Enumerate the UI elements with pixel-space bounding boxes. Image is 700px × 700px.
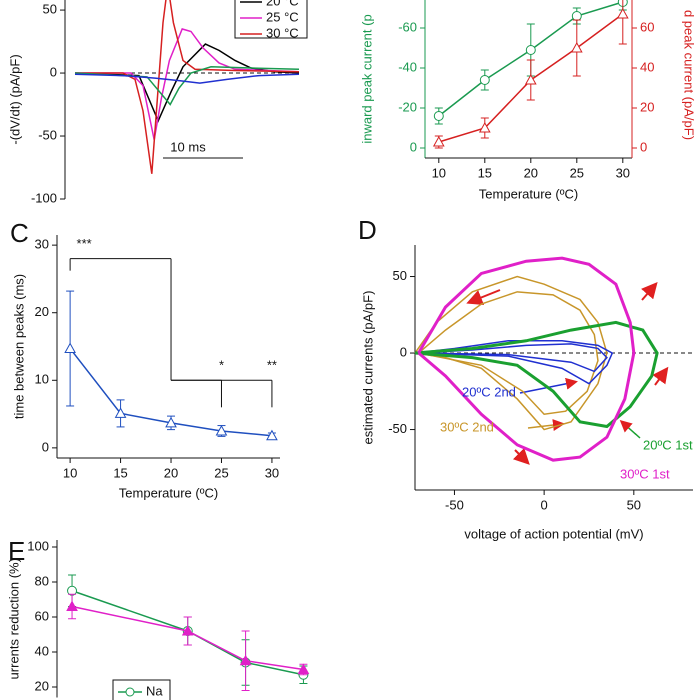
point xyxy=(524,73,537,85)
series-line xyxy=(414,320,659,429)
series-line xyxy=(417,256,636,462)
series-line xyxy=(75,0,300,174)
y-tick-label: -100 xyxy=(31,190,57,205)
point xyxy=(66,600,78,611)
arrows xyxy=(466,281,669,465)
y2-tick-label: 60 xyxy=(640,19,654,34)
y-tick-label: -40 xyxy=(398,59,417,74)
point xyxy=(571,11,582,21)
series-line xyxy=(74,73,300,84)
legend-label: 20 °C xyxy=(266,0,299,8)
x-tick-label: 25 xyxy=(214,465,228,480)
series-line xyxy=(418,343,608,373)
y-tick-label: -60 xyxy=(398,19,417,34)
legend-box xyxy=(234,0,308,39)
y-tick-label: 0 xyxy=(400,344,407,359)
point xyxy=(266,429,278,441)
legend-label: Na xyxy=(146,683,163,698)
y2-tick-label: 0 xyxy=(640,139,647,154)
point xyxy=(181,624,194,636)
x-tick-label: 30 xyxy=(616,165,630,180)
point xyxy=(239,654,252,666)
y-tick-label: 40 xyxy=(35,643,49,658)
x-axis-label: Temperature (ºC) xyxy=(479,186,578,201)
point xyxy=(478,121,491,133)
y-tick-label: 20 xyxy=(35,304,49,319)
y-tick-label: -20 xyxy=(398,99,417,114)
y-axis-label: inward peak current (p xyxy=(359,14,374,143)
x-axis-label: Temperature (ºC) xyxy=(119,485,218,500)
x-tick-label: 20 xyxy=(524,165,538,180)
x-tick-label: 30 xyxy=(265,465,279,480)
legend-marker xyxy=(125,687,135,697)
point xyxy=(215,424,228,436)
x-tick-label: 10 xyxy=(63,465,77,480)
y2-label: d peak current (pA/pF) xyxy=(682,10,697,140)
x-tick-label: 20 xyxy=(164,465,178,480)
point xyxy=(570,41,583,53)
annotation: 20ºC 2nd xyxy=(462,384,516,399)
y-tick-label: 30 xyxy=(35,237,49,252)
y-axis-label: -(dV/dt) (pA/pF) xyxy=(7,54,22,144)
annotation: 30ºC 1st xyxy=(620,466,670,481)
series-line xyxy=(74,43,300,123)
scale-bar-label: 10 ms xyxy=(170,139,206,154)
point xyxy=(114,407,127,418)
y-axis-label: estimated currents (pA/pF) xyxy=(360,291,375,445)
y-tick-label: -50 xyxy=(38,127,57,142)
point xyxy=(165,416,177,428)
y-tick-label: -50 xyxy=(388,421,407,436)
series-line xyxy=(414,275,608,431)
series-line xyxy=(71,605,304,671)
y-tick-label: 0 xyxy=(50,64,57,79)
panel-label: E xyxy=(8,536,25,566)
x-axis-label: voltage of action potential (mV) xyxy=(464,526,643,541)
annotation: 30ºC 2nd xyxy=(440,419,494,434)
series-line xyxy=(414,340,614,385)
annotation: 20ºC 1st xyxy=(643,437,693,452)
x-tick-label: 50 xyxy=(627,497,641,512)
x-tick-label: 15 xyxy=(113,465,127,480)
x-tick-label: -50 xyxy=(445,497,464,512)
y-axis-label: time between peaks (ms) xyxy=(11,274,26,419)
series-line xyxy=(75,28,300,140)
point xyxy=(297,663,310,674)
y-axis-label: urrents reduction (%) xyxy=(6,558,21,679)
y-tick-label: 60 xyxy=(35,608,49,623)
series-line xyxy=(71,590,304,676)
y-tick-label: 0 xyxy=(42,439,49,454)
y-tick-label: 20 xyxy=(35,678,49,693)
panel-label: C xyxy=(10,218,29,248)
point xyxy=(432,135,445,147)
x-tick-label: 25 xyxy=(570,165,584,180)
significance: ** xyxy=(267,358,277,373)
y-tick-label: 80 xyxy=(35,573,49,588)
y2-tick-label: 20 xyxy=(640,99,654,114)
x-tick-label: 0 xyxy=(541,497,548,512)
legend-label: 30 °C xyxy=(266,25,299,40)
legend-label: 25 °C xyxy=(266,9,299,24)
x-tick-label: 10 xyxy=(432,165,446,180)
y-tick-label: 50 xyxy=(393,268,407,283)
point xyxy=(64,342,76,354)
point xyxy=(433,111,444,121)
y-tick-label: 50 xyxy=(43,2,57,17)
y-tick-label: 10 xyxy=(35,372,49,387)
y2-tick-label: 40 xyxy=(640,59,654,74)
significance: *** xyxy=(77,236,92,251)
point xyxy=(616,7,629,19)
point xyxy=(479,75,490,85)
panel-label: D xyxy=(358,215,377,245)
y-tick-label: 0 xyxy=(410,139,417,154)
point xyxy=(525,45,536,55)
x-tick-label: 15 xyxy=(478,165,492,180)
y-tick-label: 100 xyxy=(27,538,49,553)
significance: * xyxy=(219,358,224,373)
